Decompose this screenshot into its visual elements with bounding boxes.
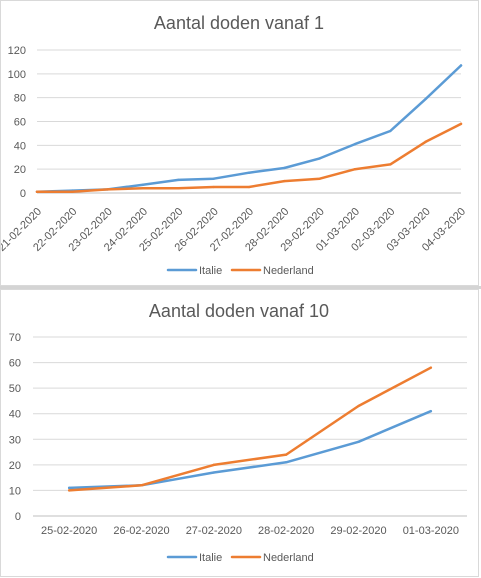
y-tick-label: 20	[9, 460, 21, 472]
data-point-nederland	[353, 167, 357, 171]
data-point-italie	[353, 142, 357, 146]
x-tick-label: 26-02-2020	[113, 525, 169, 537]
data-point-nederland	[67, 489, 71, 492]
data-point-italie	[389, 129, 392, 133]
y-tick-label: 70	[9, 332, 21, 344]
chart-title: Aantal doden vanaf 1	[154, 13, 324, 33]
series-line-nederland	[67, 366, 433, 492]
data-point-nederland	[283, 179, 286, 183]
series-line-nederland	[35, 122, 463, 194]
data-point-nederland	[389, 163, 392, 166]
data-point-italie	[247, 171, 251, 174]
legend-label-nederland: Nederland	[263, 552, 314, 564]
data-point-nederland	[284, 453, 288, 456]
chart-2-svg: Aantal doden vanaf 10 0 10 20 30 40 50 60 70 25-0…	[9, 301, 467, 564]
data-point-nederland	[140, 484, 143, 487]
data-point-italie	[212, 177, 215, 180]
data-point-nederland	[212, 185, 215, 189]
data-point-italie	[177, 178, 180, 182]
data-point-nederland	[357, 404, 360, 408]
legend-label-nederland: Nederland	[263, 265, 314, 277]
data-point-italie	[67, 486, 71, 490]
y-tick-label: 0	[20, 188, 26, 200]
data-point-nederland	[35, 190, 39, 194]
data-point-nederland	[459, 122, 463, 126]
data-point-nederland	[71, 190, 74, 194]
data-point-nederland	[318, 177, 321, 180]
x-tick-label: 28-02-2020	[258, 525, 314, 537]
y-tick-label: 100	[8, 69, 26, 81]
x-tick-label: 25-02-2020	[41, 525, 97, 537]
chart-separator	[0, 286, 481, 289]
y-tick-label: 120	[8, 45, 26, 57]
chart-1-svg: Aantal doden vanaf 102040608010012021-02…	[1, 13, 468, 277]
chart-title: Aantal doden vanaf 10	[149, 301, 329, 321]
y-tick-label: 60	[14, 117, 26, 129]
data-point-italie	[459, 64, 463, 67]
y-tick-label: 80	[14, 93, 26, 105]
x-tick-label: 01-03-2020	[403, 525, 459, 537]
data-point-italie	[283, 166, 286, 170]
y-tick-label: 10	[9, 485, 21, 497]
legend-label-italie: Italie	[199, 265, 222, 277]
y-tick-label: 40	[9, 409, 21, 421]
data-point-italie	[141, 183, 145, 186]
data-point-italie	[429, 409, 433, 413]
x-tick-label: 27-02-2020	[186, 525, 242, 537]
x-tick-label: 29-02-2020	[330, 525, 386, 537]
data-point-nederland	[141, 187, 145, 190]
y-tick-label: 60	[9, 358, 21, 370]
y-tick-label: 0	[15, 511, 21, 523]
y-tick-label: 30	[9, 434, 21, 446]
data-point-italie	[424, 97, 427, 101]
data-point-nederland	[429, 366, 433, 369]
data-point-italie	[284, 461, 288, 464]
data-point-nederland	[106, 188, 109, 191]
data-point-nederland	[177, 187, 180, 190]
y-tick-label: 50	[9, 383, 21, 395]
data-point-nederland	[424, 140, 427, 143]
data-point-italie	[357, 440, 360, 444]
series-line-italie	[67, 409, 433, 490]
chart-panel-1: Aantal doden vanaf 1 0 20 40 60 80 100 120 21-02…	[0, 0, 479, 286]
data-point-italie	[318, 157, 321, 160]
legend-label-italie: Italie	[199, 552, 222, 564]
chart-panel-2: Aantal doden vanaf 10 0 10 20 30 40 50 60 70 25-0…	[0, 289, 479, 577]
y-tick-label: 20	[14, 164, 26, 176]
y-tick-label: 40	[14, 140, 26, 152]
data-point-nederland	[212, 463, 216, 467]
data-point-nederland	[247, 185, 251, 189]
data-point-italie	[212, 471, 216, 474]
